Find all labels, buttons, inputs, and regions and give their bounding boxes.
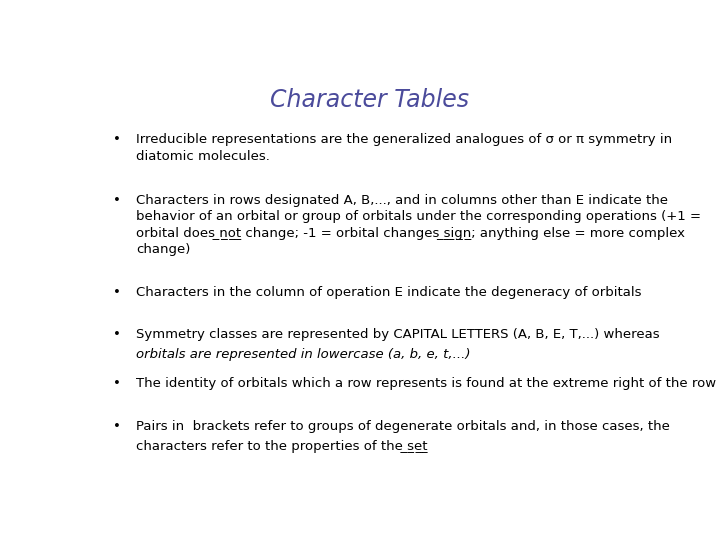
Text: orbitals are represented in lowercase (a, b, e, t,...): orbitals are represented in lowercase (a… — [136, 348, 470, 361]
Text: •: • — [113, 133, 121, 146]
Text: •: • — [113, 420, 121, 433]
Text: •: • — [113, 194, 121, 207]
Text: •: • — [113, 328, 121, 341]
Text: Characters in the column of operation E indicate the degeneracy of orbitals: Characters in the column of operation E … — [136, 286, 642, 299]
Text: Irreducible representations are the generalized analogues of σ or π symmetry in
: Irreducible representations are the gene… — [136, 133, 672, 163]
Text: Characters in rows designated A, B,..., and in columns other than E indicate the: Characters in rows designated A, B,..., … — [136, 194, 701, 256]
Text: •: • — [113, 286, 121, 299]
Text: Pairs in  brackets refer to groups of degenerate orbitals and, in those cases, t: Pairs in brackets refer to groups of deg… — [136, 420, 670, 433]
Text: characters refer to the properties of the ̲s̲e̲t̲: characters refer to the properties of th… — [136, 440, 427, 453]
Text: The identity of orbitals which a row represents is found at the extreme right of: The identity of orbitals which a row rep… — [136, 377, 716, 390]
Text: Character Tables: Character Tables — [269, 87, 469, 112]
Text: •: • — [113, 377, 121, 390]
Text: Symmetry classes are represented by CAPITAL LETTERS (A, B, E, T,...) whereas: Symmetry classes are represented by CAPI… — [136, 328, 660, 341]
